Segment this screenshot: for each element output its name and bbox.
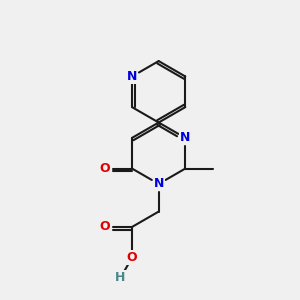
Text: N: N: [154, 177, 164, 190]
Text: O: O: [127, 251, 137, 264]
Text: O: O: [100, 162, 110, 175]
Text: N: N: [180, 131, 190, 144]
Text: H: H: [116, 271, 126, 284]
Text: N: N: [127, 70, 137, 83]
Text: O: O: [100, 220, 110, 233]
